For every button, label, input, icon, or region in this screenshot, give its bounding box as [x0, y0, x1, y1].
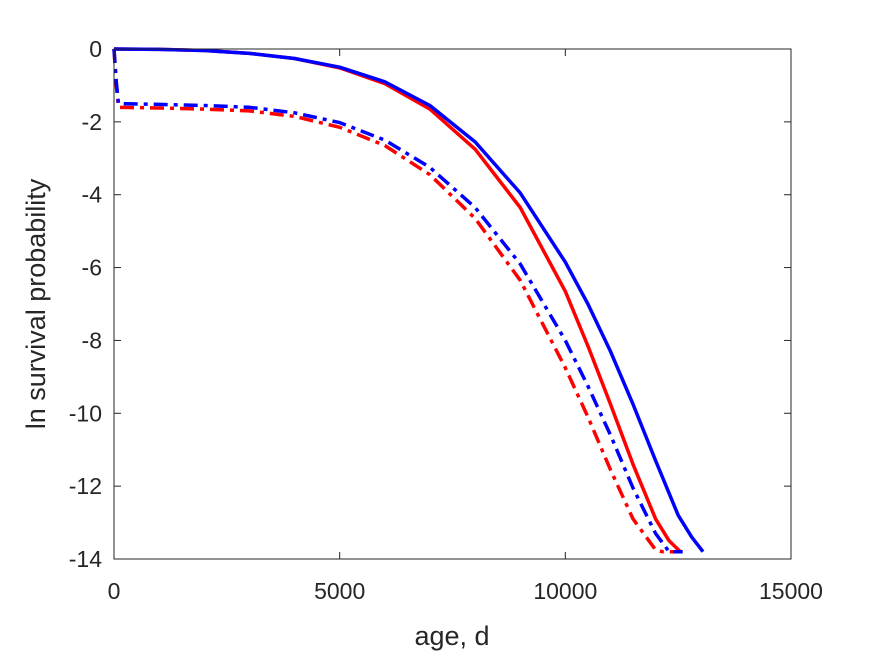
x-tick-label: 0 — [108, 578, 121, 604]
y-tick-label: -4 — [82, 182, 103, 208]
y-tick-label: -8 — [82, 327, 102, 353]
x-axis-label: age, d — [414, 621, 489, 651]
y-tick-label: -12 — [69, 473, 102, 499]
series-line-3 — [112, 48, 674, 554]
y-tick-label: -6 — [82, 255, 102, 281]
y-tick-label: -2 — [82, 109, 102, 135]
x-tick-label: 15000 — [759, 578, 823, 604]
x-tick-label: 5000 — [314, 578, 365, 604]
series-line-2 — [113, 47, 705, 553]
y-tick-label: -14 — [69, 546, 102, 572]
y-tick-label: 0 — [89, 36, 102, 62]
series-layer — [112, 47, 705, 554]
tick-layer: 0 5000 10000 15000 0 -2 -4 -6 -8 -10 -12 -14 — [69, 36, 823, 604]
y-axis-label: ln survival probability — [21, 178, 51, 429]
plot-area — [114, 49, 791, 559]
y-tick-label: -10 — [69, 400, 102, 426]
series-line-4 — [112, 48, 683, 554]
x-tick-label: 10000 — [533, 578, 597, 604]
plot-frame — [113, 48, 792, 560]
